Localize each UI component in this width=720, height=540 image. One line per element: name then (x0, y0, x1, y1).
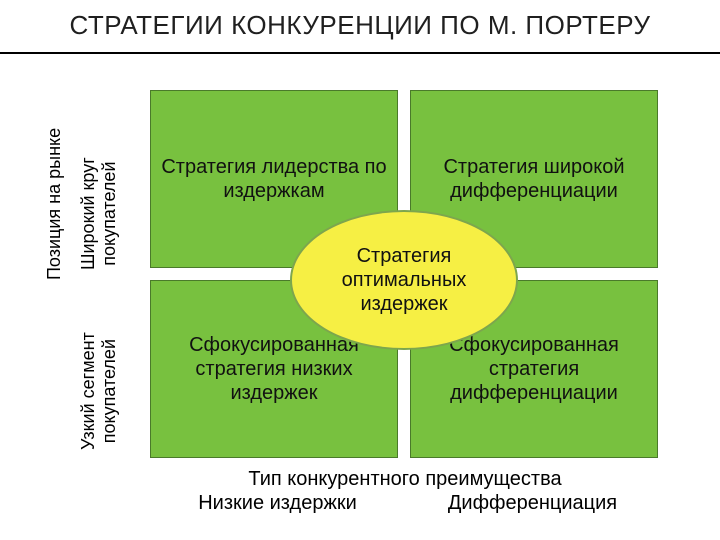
y-axis-title: Позиция на рынке (44, 128, 65, 280)
center-ellipse-label: Стратегия оптимальных издержек (314, 244, 494, 316)
quadrant-bottom-right-label: Сфокусированная стратегия дифференциации (419, 333, 649, 405)
y-axis-label-bottom-line1: Узкий сегмент (78, 332, 98, 450)
x-axis-labels: Низкие издержки Дифференциация (150, 492, 660, 515)
center-ellipse: Стратегия оптимальных издержек (290, 210, 518, 350)
strategy-matrix: Стратегия лидерства по издержкам Стратег… (150, 90, 660, 460)
title-underline (0, 52, 720, 54)
quadrant-bottom-left-label: Сфокусированная стратегия низких издерже… (159, 333, 389, 405)
quadrant-top-right-label: Стратегия широкой дифференциации (419, 155, 649, 203)
y-axis-label-bottom-line2: покупателей (99, 339, 119, 443)
y-axis-label-bottom: Узкий сегмент покупателей (78, 332, 119, 450)
x-axis-title: Тип конкурентного преимущества (150, 468, 660, 491)
x-axis-label-right: Дифференциация (405, 492, 660, 515)
slide: СТРАТЕГИИ КОНКУРЕНЦИИ ПО М. ПОРТЕРУ Пози… (0, 0, 720, 540)
x-axis-label-left: Низкие издержки (150, 492, 405, 515)
y-axis-label-top-line1: Широкий круг (78, 157, 98, 270)
y-axis-label-top-line2: покупателей (99, 161, 119, 265)
y-axis-label-top: Широкий круг покупателей (78, 157, 119, 270)
quadrant-top-left-label: Стратегия лидерства по издержкам (159, 155, 389, 203)
slide-title: СТРАТЕГИИ КОНКУРЕНЦИИ ПО М. ПОРТЕРУ (0, 10, 720, 41)
